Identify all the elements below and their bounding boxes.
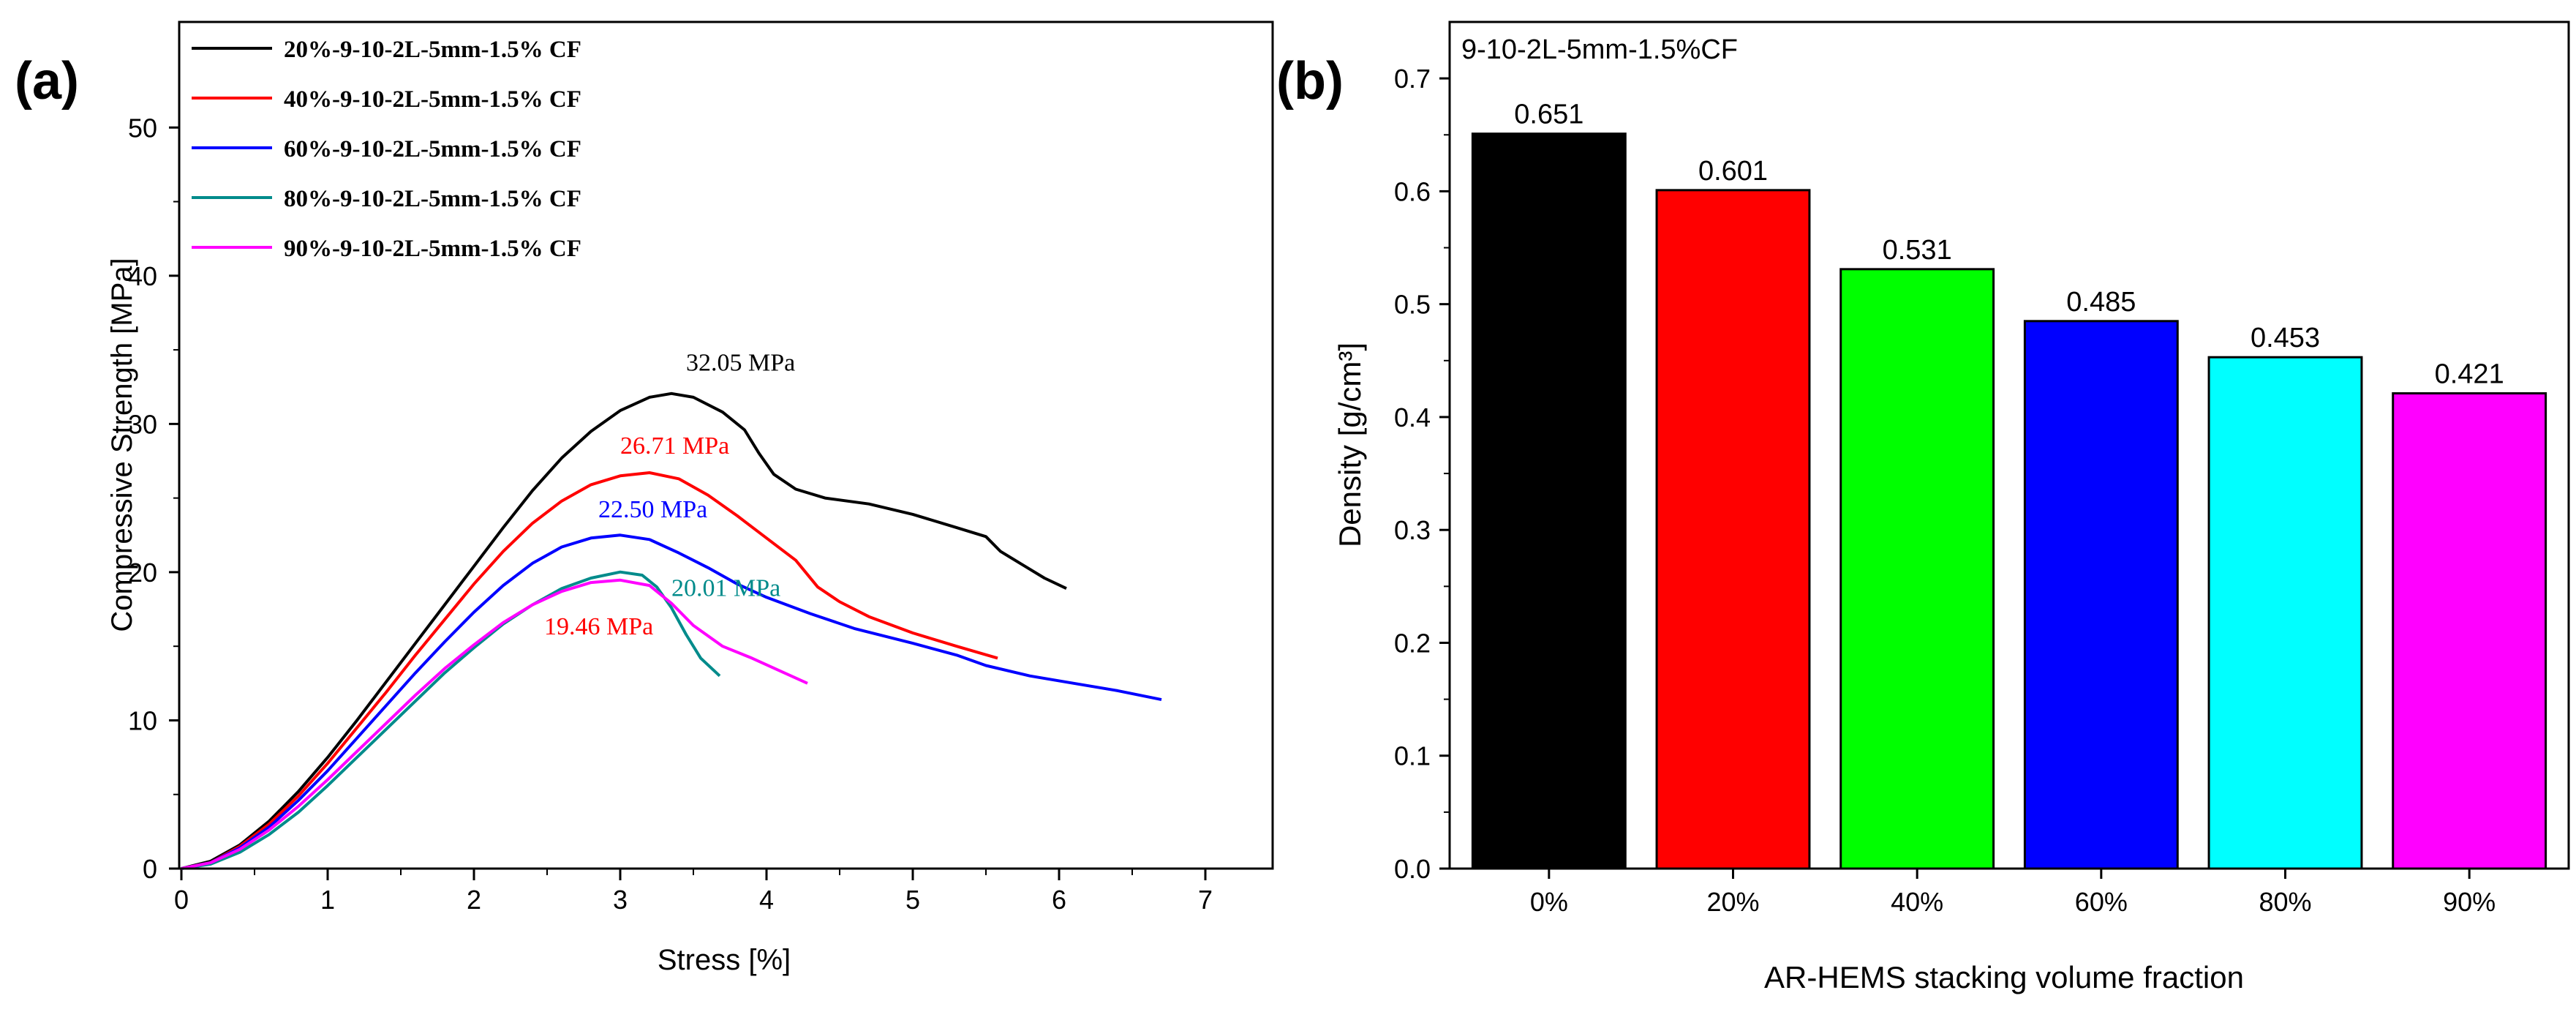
panel-b-y-tick-label: 0.1 xyxy=(1394,741,1431,771)
panel-b-y-tick-label: 0.4 xyxy=(1394,402,1431,432)
panel-b-x-tick-label: 90% xyxy=(2443,887,2496,917)
panel-a-legend-entry: 40%-9-10-2L-5mm-1.5% CF xyxy=(284,86,581,113)
panel-a-peak-annotations: 32.05 MPa 26.71 MPa 22.50 MPa 20.01 MPa 19.4… xyxy=(544,349,795,640)
panel-b-bar-value-label: 0.531 xyxy=(1883,235,1952,266)
panel-a-line-chart: (a) 0 1 2 3 4 5 6 7 0 10 20 30 40 50 32.05 MPa 26.71 M… xyxy=(15,20,1274,976)
panel-a-y-tick-label: 40 xyxy=(128,261,157,291)
panel-b-y-tick-label: 0.5 xyxy=(1394,290,1431,320)
panel-b-bar-90pct xyxy=(2392,392,2547,870)
panel-a-series-line-1 xyxy=(181,391,1067,870)
panel-b-x-axis-label: AR-HEMS stacking volume fraction xyxy=(1764,960,2244,994)
panel-b-bar-value-label: 0.453 xyxy=(2251,323,2320,353)
panel-b-x-tick-label: 0% xyxy=(1530,887,1568,917)
panel-a-series-line-3 xyxy=(181,533,1162,870)
panel-b-bar-80pct xyxy=(2207,356,2363,870)
panel-a-x-tick-label: 4 xyxy=(759,885,774,915)
panel-a-series-line-5 xyxy=(181,578,808,870)
panel-a-y-tick-label: 10 xyxy=(128,705,157,735)
panel-a-axes: 0 1 2 3 4 5 6 7 0 10 20 30 40 50 xyxy=(128,113,1213,915)
panel-a-x-tick-label: 1 xyxy=(320,885,335,915)
panel-a-legend-entry: 60%-9-10-2L-5mm-1.5% CF xyxy=(284,136,581,162)
panel-b-bars: 0.651 0% 0.601 20% 0.531 40% 0.485 60% 0.453 80% 0… xyxy=(1471,100,2547,917)
panel-b-y-tick-label: 0.0 xyxy=(1394,854,1431,884)
panel-a-peak-label: 32.05 MPa xyxy=(686,349,795,376)
panel-b-y-axis-label: Density [g/cm³] xyxy=(1333,342,1367,547)
panel-a-legend-entry: 90%-9-10-2L-5mm-1.5% CF xyxy=(284,236,581,262)
panel-b-bar-value-label: 0.601 xyxy=(1698,156,1768,187)
panel-b-bar-value-label: 0.485 xyxy=(2066,287,2136,318)
panel-b-bar-chart: (b) 0.0 0.1 0.2 0.3 0.4 0.5 0.6 0.7 0.651 0% 0.60… xyxy=(1276,20,2570,994)
panel-b-y-tick-label: 0.3 xyxy=(1394,515,1431,545)
panel-b-y-tick-label: 0.6 xyxy=(1394,176,1431,206)
panel-b-bar-value-label: 0.651 xyxy=(1514,100,1583,130)
panel-a-plot-frame xyxy=(178,20,1274,870)
panel-a-series-lines xyxy=(181,391,1162,870)
panel-a-x-tick-label: 7 xyxy=(1198,885,1213,915)
panel-a-peak-label: 26.71 MPa xyxy=(620,432,729,460)
panel-b-title: 9-10-2L-5mm-1.5%CF xyxy=(1461,34,1738,65)
panel-b-bar-20pct xyxy=(1655,189,1811,870)
panel-b-y-tick-label: 0.7 xyxy=(1394,64,1431,94)
panel-a-y-tick-label: 0 xyxy=(143,854,157,884)
panel-a-y-axis-label: Compressive Strength [MPa] xyxy=(106,258,138,631)
panel-a-peak-label: 20.01 MPa xyxy=(671,574,780,601)
panel-a-x-tick-label: 2 xyxy=(467,885,481,915)
panel-b-bar-40pct xyxy=(1839,268,1995,870)
panel-a-x-tick-label: 3 xyxy=(613,885,628,915)
panel-a-x-tick-label: 0 xyxy=(174,885,189,915)
panel-a-y-tick-label: 30 xyxy=(128,409,157,439)
panel-a-label: (a) xyxy=(15,52,79,110)
panel-b-bar-60pct xyxy=(2023,320,2179,870)
panel-b-axes: 0.0 0.1 0.2 0.3 0.4 0.5 0.6 0.7 xyxy=(1394,64,1450,884)
panel-a-x-axis-label: Stress [%] xyxy=(658,944,791,976)
panel-b-x-tick-label: 60% xyxy=(2075,887,2128,917)
panel-a-y-tick-label: 20 xyxy=(128,558,157,588)
panel-b-label: (b) xyxy=(1276,52,1344,110)
panel-a-x-tick-label: 5 xyxy=(905,885,920,915)
panel-a-peak-label: 19.46 MPa xyxy=(544,613,653,640)
panel-a-x-tick-label: 6 xyxy=(1052,885,1066,915)
panel-b-x-tick-label: 20% xyxy=(1706,887,1759,917)
panel-b-x-tick-label: 40% xyxy=(1891,887,1943,917)
panel-b-bar-value-label: 0.421 xyxy=(2435,359,2504,390)
panel-b-plot-frame xyxy=(1448,20,2570,870)
panel-b-x-tick-label: 80% xyxy=(2259,887,2311,917)
panel-b-bar-0pct xyxy=(1471,132,1627,870)
panel-a-series-line-2 xyxy=(181,471,998,870)
panel-a-legend-entry: 20%-9-10-2L-5mm-1.5% CF xyxy=(284,37,581,63)
panel-b-y-tick-label: 0.2 xyxy=(1394,628,1431,658)
panel-a-legend-entry: 80%-9-10-2L-5mm-1.5% CF xyxy=(284,186,581,212)
panel-a-y-tick-label: 50 xyxy=(128,113,157,143)
panel-a-peak-label: 22.50 MPa xyxy=(598,496,707,523)
panel-a-legend: 20%-9-10-2L-5mm-1.5% CF 40%-9-10-2L-5mm-1… xyxy=(192,37,581,262)
